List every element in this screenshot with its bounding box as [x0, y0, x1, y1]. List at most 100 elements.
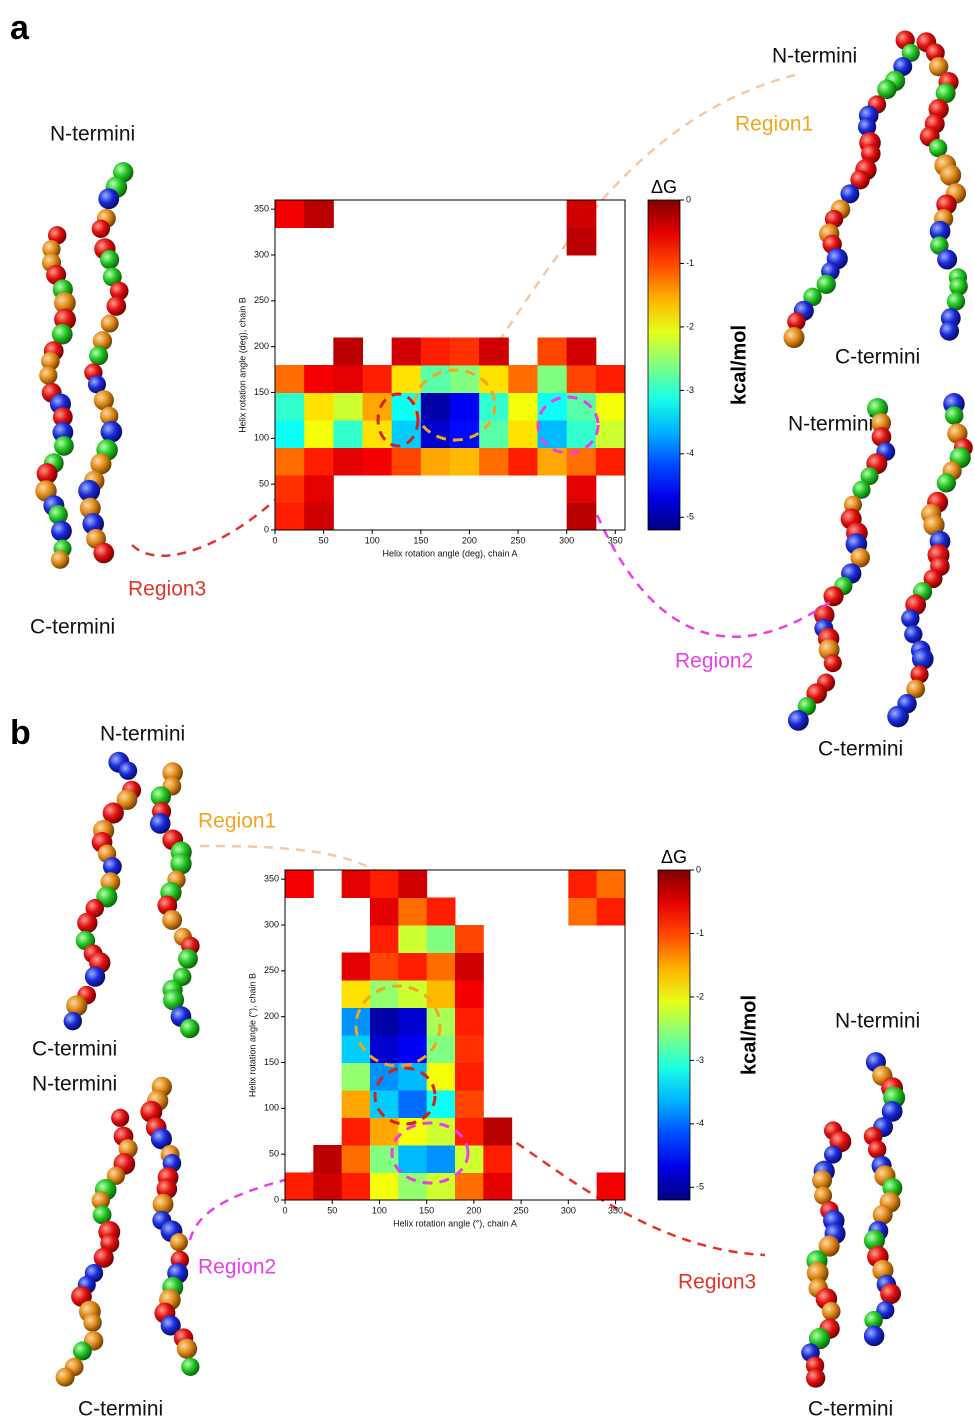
bead: [923, 514, 945, 536]
heatmap-cell: [370, 897, 399, 926]
bead: [911, 648, 934, 670]
heatmap-cell: [304, 475, 334, 503]
heatmap-cell: [275, 420, 305, 448]
bead: [90, 453, 112, 475]
bead: [180, 1018, 200, 1039]
bead: [47, 226, 67, 245]
heatmap-cell: [304, 420, 334, 448]
heatmap-cell: [275, 392, 305, 421]
heatmap-cell: [391, 337, 422, 366]
bead: [152, 1193, 174, 1215]
bead: [852, 480, 871, 499]
connector: [131, 499, 276, 558]
heatmap-cell: [508, 365, 538, 393]
bead: [150, 786, 171, 807]
bead: [39, 366, 58, 385]
heatmap-cell: [450, 447, 480, 476]
bead: [178, 948, 198, 969]
x-tick-label: 100: [372, 1205, 387, 1215]
x-tick-label: 250: [511, 535, 526, 545]
colorbar-tick-label: -1: [696, 928, 704, 938]
bead: [176, 1338, 198, 1359]
bead: [106, 1166, 125, 1185]
bead: [77, 912, 98, 934]
heatmap-cell: [391, 447, 422, 476]
heatmap-cell: [333, 420, 363, 448]
y-tick-label: 100: [264, 1103, 279, 1113]
heatmap-cell: [370, 952, 399, 981]
region-label: Region2: [675, 650, 753, 673]
colorbar-tick-label: 0: [696, 864, 701, 874]
bead: [100, 420, 123, 443]
bead: [806, 1368, 826, 1388]
bead: [78, 479, 101, 502]
plot-frame: [284, 869, 626, 1201]
bead: [91, 219, 110, 238]
bead: [51, 323, 73, 345]
x-tick-label: 50: [327, 1205, 337, 1215]
heatmap-cell: [566, 200, 597, 228]
heatmap-cell: [566, 227, 597, 256]
structure-label: N-termini: [32, 1073, 117, 1096]
bead: [93, 1247, 114, 1268]
bead: [48, 505, 68, 525]
x-tick-label: 200: [466, 1205, 481, 1215]
heatmap-cell: [341, 1090, 371, 1118]
heatmap-cell: [420, 337, 451, 366]
colorbar-tick-label: 0: [686, 194, 691, 204]
y-tick-label: 50: [269, 1149, 279, 1159]
heatmap-cell: [285, 1172, 314, 1201]
bead: [66, 995, 88, 1017]
bead: [87, 375, 107, 394]
bead: [111, 1108, 130, 1127]
bead: [864, 1310, 883, 1330]
bead: [944, 406, 964, 425]
bead: [887, 705, 909, 728]
heatmap-cell: [420, 392, 451, 421]
charts: 0 50 100 150 200 250 300 350 0 50 100 150 200 250 300 3…: [237, 177, 760, 1229]
bead: [100, 314, 119, 333]
structure-label: N-termini: [100, 723, 185, 746]
y-axis-label: Helix rotation angle (deg), chain B: [237, 297, 247, 433]
bead: [50, 550, 70, 569]
heatmap-cell: [455, 952, 484, 981]
x-tick-label: 150: [419, 1205, 434, 1215]
bead: [860, 467, 879, 486]
bead-models: [35, 30, 973, 1388]
bead: [880, 1283, 902, 1305]
bead: [162, 989, 185, 1011]
bead: [923, 569, 943, 589]
bead: [118, 761, 138, 780]
bead: [929, 220, 951, 242]
bead: [937, 249, 958, 270]
bead: [818, 1235, 840, 1257]
heatmap-cell: [370, 925, 399, 953]
bead: [783, 327, 805, 349]
bead: [936, 473, 956, 493]
bead: [51, 520, 72, 542]
heatmap-cell: [455, 925, 484, 953]
x-tick-label: 350: [608, 1205, 623, 1215]
heatmap-cell: [341, 980, 371, 1008]
heatmap-cell: [275, 447, 305, 476]
colorbar-tick-label: -3: [696, 1055, 704, 1065]
heatmap-cell: [426, 980, 456, 1008]
heatmap-cell: [275, 475, 305, 503]
heatmap-cell: [568, 897, 598, 926]
bead: [63, 1011, 82, 1031]
y-tick-label: 300: [264, 919, 279, 929]
bead: [160, 1315, 181, 1336]
x-tick-label: 300: [559, 535, 574, 545]
bead: [871, 413, 892, 433]
colorbar-tick-label: -5: [686, 512, 694, 522]
heatmap-cell: [455, 1172, 484, 1201]
region-outline: [390, 1121, 470, 1185]
y-tick-label: 250: [254, 295, 269, 305]
heatmap-cell: [566, 475, 597, 503]
connector: [199, 844, 412, 906]
bead: [41, 351, 60, 371]
heatmap-cell: [362, 420, 393, 448]
structure-label: C-termini: [818, 738, 903, 761]
region-label: Region3: [678, 1271, 756, 1294]
heatmap-cell: [455, 1145, 484, 1173]
